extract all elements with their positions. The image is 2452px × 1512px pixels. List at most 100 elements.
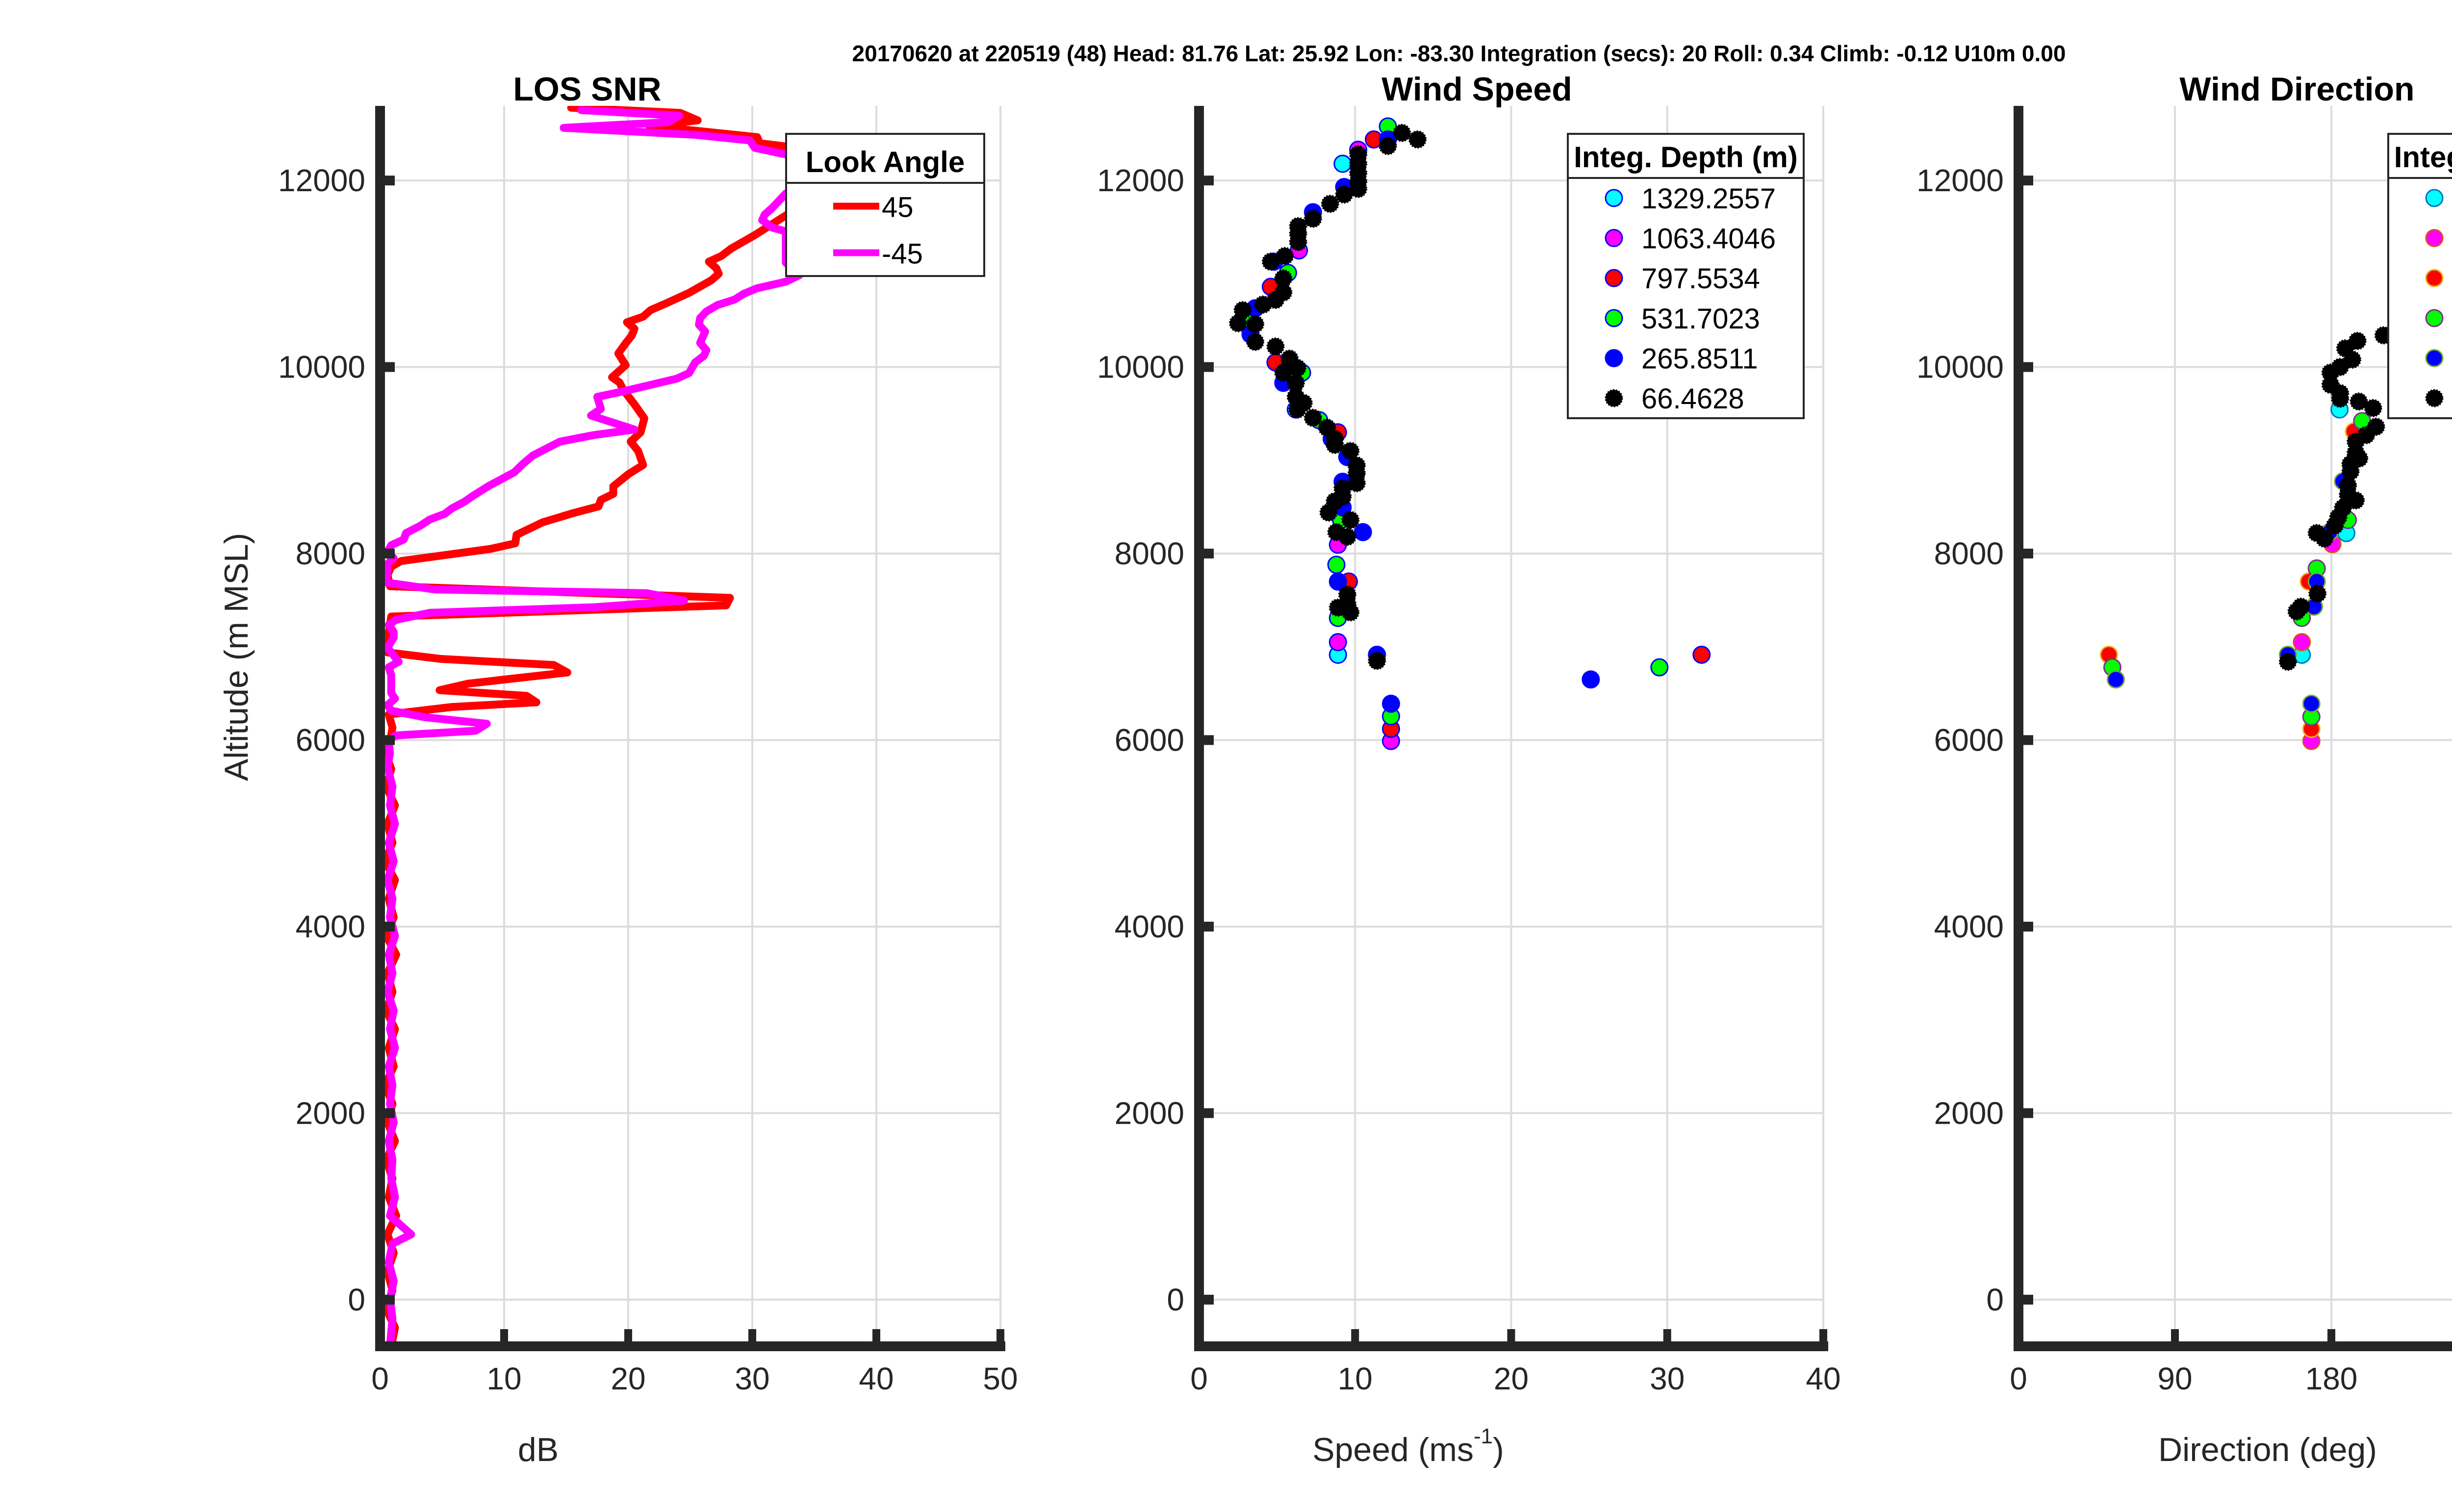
panel-title: Wind Direction (2179, 71, 2414, 108)
data-point (2348, 331, 2367, 350)
grid (380, 106, 1001, 1346)
y-tick-mark (380, 176, 395, 186)
data-point (1338, 528, 1356, 546)
legend-title: Look Angle (806, 146, 965, 178)
legend-label: 797.5534 (1641, 263, 1760, 295)
y-tick-mark (380, 549, 395, 559)
y-tick-label: 8000 (1115, 536, 1184, 571)
legend-item[interactable]: 531.7023 (1605, 303, 1760, 335)
legend[interactable]: Integ. Depth (m) 1329.2557 1063.4046 797.55… (2387, 133, 2452, 419)
legend-item[interactable]: 66.4628 (1605, 383, 1744, 415)
x-axis-label: Direction (deg) (2158, 1431, 2377, 1468)
y-tick-label: 12000 (1916, 163, 2004, 198)
data-point (1333, 154, 1352, 173)
x-axis-label: dB (518, 1431, 559, 1468)
y-tick-mark (380, 735, 395, 745)
legend-label: 1329.2557 (1641, 183, 1776, 215)
data-point (2302, 694, 2321, 713)
data-point (1341, 603, 1360, 622)
y-tick-label: 10000 (1097, 350, 1184, 385)
x-tick-mark (748, 1329, 756, 1344)
data-point (1379, 137, 1397, 155)
y-tick-label: 8000 (296, 536, 365, 571)
legend-item[interactable]: 265.8511 (1605, 343, 1758, 375)
data-point (1349, 179, 1368, 198)
y-tick-mark (380, 1294, 395, 1305)
y-tick-mark (380, 362, 395, 372)
legend-title: Integ. Depth (m) (2394, 141, 2452, 174)
y-tick-mark (380, 1108, 395, 1118)
legend[interactable]: Integ. Depth (m) 1329.2557 1063.4046 797.55… (1567, 133, 1805, 419)
x-tick-label: 10 (1338, 1361, 1373, 1396)
x-axis-line (375, 1341, 1005, 1351)
y-tick-mark (1199, 362, 1214, 372)
data-point (1274, 363, 1293, 382)
data-point (1319, 503, 1338, 522)
x-tick-label: 50 (983, 1361, 1018, 1396)
legend-marker-swatch (1605, 389, 1623, 407)
legend-item[interactable]: 265.8511 (2425, 343, 2452, 375)
y-tick-mark (1199, 176, 1214, 186)
data-point (2315, 529, 2334, 548)
y-tick-mark (1199, 1294, 1214, 1305)
x-axis-label: Speed (ms-1) (1312, 1424, 1504, 1468)
y-tick-label: 2000 (1115, 1095, 1184, 1131)
data-point (1582, 670, 1600, 689)
legend-item[interactable]: -45 (833, 238, 923, 270)
data-point (2287, 602, 2306, 621)
y-tick-label: 0 (348, 1282, 365, 1317)
data-point (1341, 511, 1360, 529)
legend-label: -45 (882, 238, 923, 270)
y-axis-line (375, 106, 385, 1351)
legend-marker-swatch (2425, 349, 2444, 367)
x-tick-mark (1351, 1329, 1359, 1344)
legend-item[interactable]: 1063.4046 (1605, 223, 1776, 255)
y-axis-label: Altitude (m MSL) (218, 533, 255, 781)
legend-marker-swatch (2425, 189, 2444, 207)
series-66-4628 (2278, 326, 2393, 671)
data-point (2325, 516, 2344, 535)
legend-item[interactable]: 797.5534 (1605, 263, 1760, 295)
x-tick-mark (2327, 1329, 2335, 1344)
legend-item[interactable]: 797.5534 (2425, 263, 2452, 295)
legend-item[interactable]: 45 (833, 192, 914, 224)
x-tick-label: 40 (1806, 1361, 1840, 1396)
y-tick-mark (2018, 1294, 2033, 1305)
legend-item[interactable]: 1329.2557 (1605, 183, 1776, 215)
legend-marker-swatch (1605, 189, 1623, 207)
series-line-look-minus-45 (382, 106, 825, 1346)
data-point (1408, 130, 1427, 149)
data-point (1261, 252, 1280, 271)
data-point (1328, 633, 1347, 652)
data-point (1321, 195, 1339, 213)
y-tick-mark (2018, 735, 2033, 745)
legend-marker-swatch (1605, 269, 1623, 287)
y-tick-label: 8000 (1934, 536, 2004, 571)
legend-item[interactable]: 1063.4046 (2425, 223, 2452, 255)
data-point (1253, 295, 1272, 314)
legend-marker-swatch (1605, 349, 1623, 367)
legend-item[interactable]: 531.7023 (2425, 303, 2452, 335)
x-tick-label: 30 (1650, 1361, 1685, 1396)
data-point (2278, 653, 2297, 671)
y-tick-mark (2018, 362, 2033, 372)
y-tick-label: 2000 (1934, 1095, 2004, 1131)
panel-wind-speed: 0 10 20 30 40 0 2000 4000 6000 8000 10000 12000 Wind… (1097, 71, 1841, 1468)
data-point (1354, 523, 1372, 541)
legend-marker-swatch (2425, 309, 2444, 328)
data-point (1692, 645, 1711, 664)
legend-item[interactable]: 1329.2557 (2425, 183, 2452, 215)
x-tick-label: 20 (1494, 1361, 1529, 1396)
data-point (1289, 233, 1307, 252)
x-tick-label: 30 (735, 1361, 769, 1396)
y-tick-mark (1199, 735, 1214, 745)
y-tick-label: 12000 (1097, 163, 1184, 198)
y-tick-mark (1199, 1108, 1214, 1118)
legend[interactable]: Look Angle 45 -45 (785, 133, 985, 277)
legend-item[interactable]: 66.4628 (2425, 383, 2452, 415)
data-point (1393, 124, 1411, 142)
y-tick-mark (1199, 549, 1214, 559)
data-point (1650, 658, 1669, 677)
x-tick-mark (1663, 1329, 1671, 1344)
data-point (2343, 350, 2362, 369)
